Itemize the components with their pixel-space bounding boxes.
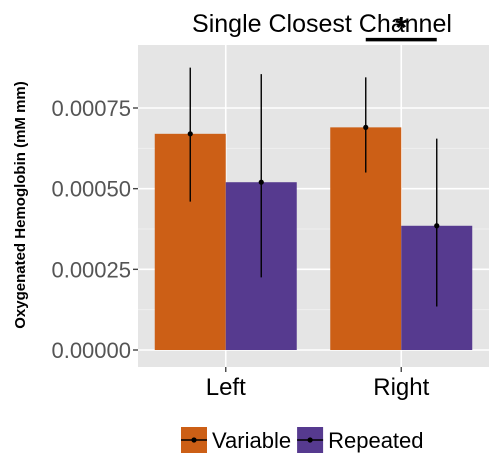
mean-point <box>258 179 264 185</box>
y-axis: 0.00000 0.00025 0.00050 0.00075 <box>51 96 138 363</box>
legend-point <box>191 437 197 443</box>
y-tick-label: 0.00000 <box>51 338 131 363</box>
x-tick-label-left: Left <box>206 374 246 401</box>
x-axis: Left Right <box>206 367 430 401</box>
significance-star: * <box>395 12 407 45</box>
chart-title: Single Closest Channel <box>192 10 452 38</box>
bars <box>154 127 473 350</box>
mean-point <box>434 223 440 229</box>
mean-point <box>363 124 369 130</box>
legend-label: Repeated <box>328 428 423 453</box>
y-axis-label: Oxygenated Hemoglobin (mM mm) <box>12 81 29 329</box>
legend: Variable Repeated <box>181 427 424 453</box>
x-tick-label-right: Right <box>373 374 429 401</box>
y-tick-label: 0.00050 <box>51 177 131 202</box>
error-bars <box>187 67 440 307</box>
legend-point <box>307 437 313 443</box>
mean-point <box>187 131 193 137</box>
legend-label: Variable <box>212 428 291 453</box>
y-tick-label: 0.00075 <box>51 96 131 121</box>
legend-item-variable: Variable <box>181 427 291 453</box>
annotations: * <box>365 12 437 45</box>
y-tick-label: 0.00025 <box>51 257 131 282</box>
legend-item-repeated: Repeated <box>297 427 424 453</box>
